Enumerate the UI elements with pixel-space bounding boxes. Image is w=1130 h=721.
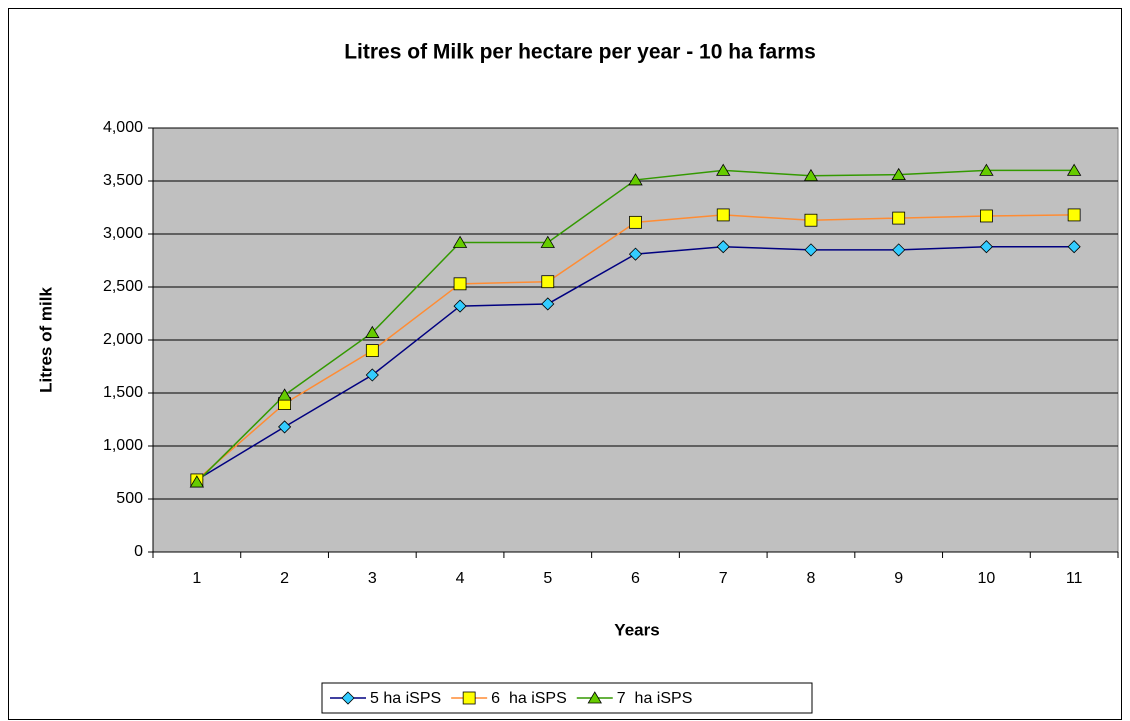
point (716, 163, 731, 176)
x-tick-label: 11 (1066, 570, 1083, 587)
point (891, 167, 906, 181)
point (629, 215, 642, 229)
point (452, 235, 468, 248)
point (628, 247, 643, 261)
legend-marker (341, 691, 355, 705)
point (892, 211, 906, 225)
y-tick-label: 1,000 (103, 437, 143, 454)
point (1066, 163, 1082, 176)
point (979, 163, 994, 176)
x-tick-label: 9 (894, 570, 903, 587)
legend-box (321, 682, 813, 714)
point (365, 325, 380, 338)
point (365, 344, 379, 358)
y-axis-title: Litres of milk (36, 287, 55, 393)
x-tick-label: 4 (456, 570, 465, 587)
point (365, 368, 379, 382)
y-tick-label: 3,000 (103, 225, 143, 242)
y-tick-label: 4,000 (103, 119, 143, 136)
y-tick-label: 1,500 (103, 384, 143, 401)
legend-marker (587, 691, 602, 704)
chart-title: Litres of Milk per hectare per year - 10… (344, 41, 816, 64)
point (804, 213, 818, 227)
point (277, 388, 292, 401)
point (189, 475, 205, 488)
x-tick-label: 6 (631, 570, 640, 587)
legend-marker (462, 691, 476, 705)
legend-label: 5 ha iSPS (370, 690, 441, 707)
x-tick-label: 10 (978, 570, 996, 587)
legend-label: 7 ha iSPS (617, 690, 693, 707)
point (278, 420, 292, 434)
legend-label: 6 ha iSPS (491, 690, 567, 707)
point (541, 275, 555, 289)
y-tick-label: 3,500 (103, 172, 143, 189)
point (716, 208, 730, 222)
point (453, 299, 467, 313)
point (979, 240, 993, 254)
y-tick-label: 500 (116, 490, 143, 507)
point (892, 243, 906, 257)
x-tick-label: 8 (807, 570, 816, 587)
x-tick-label: 2 (280, 570, 289, 587)
point (803, 168, 819, 182)
point (540, 235, 555, 248)
point (453, 277, 467, 291)
x-tick-label: 5 (543, 570, 552, 587)
x-tick-label: 3 (368, 570, 377, 587)
point (1067, 208, 1081, 222)
y-tick-label: 0 (134, 543, 143, 560)
point (716, 240, 730, 254)
y-tick-label: 2,500 (103, 278, 143, 295)
point (980, 209, 993, 223)
x-axis-title: Years (614, 620, 659, 639)
point (541, 297, 555, 311)
y-tick-label: 2,000 (103, 331, 143, 348)
point (628, 173, 643, 186)
point (1067, 240, 1081, 254)
point (804, 243, 818, 257)
x-tick-label: 7 (719, 570, 728, 587)
x-tick-label: 1 (192, 570, 201, 587)
